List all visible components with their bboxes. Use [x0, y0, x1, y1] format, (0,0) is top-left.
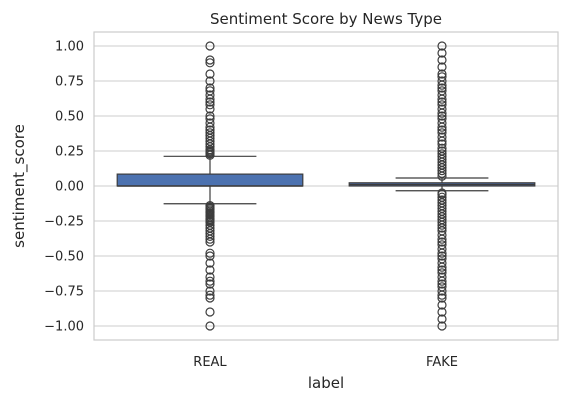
outlier-point-real — [205, 201, 215, 211]
outlier-point-real — [205, 100, 215, 110]
outlier-point-real — [205, 83, 215, 93]
outlier-point-real — [205, 97, 215, 107]
outlier-point-fake — [437, 143, 447, 153]
outlier-point-real — [205, 104, 215, 114]
x-tick-label-fake: FAKE — [426, 355, 458, 370]
outlier-point-real — [205, 290, 215, 300]
outlier-point-real — [205, 286, 215, 296]
outlier-point-fake — [437, 125, 447, 135]
outlier-point-fake — [437, 307, 447, 317]
plot-frame — [93, 31, 559, 341]
outlier-point-real — [205, 248, 215, 258]
outlier-point-fake — [437, 300, 447, 310]
outlier-point-real — [205, 41, 215, 51]
outlier-point-fake — [437, 146, 447, 156]
outlier-point-fake — [437, 293, 447, 303]
outlier-point-real — [205, 276, 215, 286]
outlier-point-real — [205, 58, 215, 68]
y-tick-label: −1.00 — [44, 320, 84, 335]
y-tick-label: 0.50 — [55, 110, 84, 125]
y-tick-label: 0.75 — [55, 75, 84, 90]
outlier-point-real — [205, 307, 215, 317]
outlier-point-fake — [437, 62, 447, 72]
outlier-point-fake — [437, 286, 447, 296]
outlier-point-fake — [437, 282, 447, 292]
outlier-point-real — [205, 265, 215, 275]
y-tick-label: −0.50 — [44, 250, 84, 265]
outlier-point-fake — [437, 192, 447, 202]
y-tick-label: −0.25 — [44, 215, 84, 230]
x-tick-labels: REAL FAKE — [193, 355, 458, 370]
outlier-point-fake — [437, 139, 447, 149]
outlier-point-real — [205, 55, 215, 65]
outlier-point-fake — [437, 86, 447, 96]
outlier-point-real — [205, 258, 215, 268]
outlier-point-fake — [437, 128, 447, 138]
boxes — [116, 155, 536, 205]
outlier-point-fake — [437, 118, 447, 128]
outlier-point-fake — [437, 114, 447, 124]
outlier-point-fake — [437, 100, 447, 110]
outlier-point-real — [205, 114, 215, 124]
x-axis-label: label — [308, 374, 344, 392]
outlier-point-fake — [437, 48, 447, 58]
outlier-point-real — [205, 293, 215, 303]
outlier-point-real — [205, 90, 215, 100]
y-tick-label: 0.25 — [55, 145, 84, 160]
outlier-point-real — [205, 128, 215, 138]
y-tick-label: 1.00 — [55, 40, 84, 55]
box-real — [116, 173, 304, 187]
outlier-point-fake — [437, 244, 447, 254]
outlier-point-fake — [437, 272, 447, 282]
y-tick-label: −0.75 — [44, 285, 84, 300]
outlier-point-real — [205, 86, 215, 96]
x-tick-label-real: REAL — [193, 355, 227, 370]
chart-title: Sentiment Score by News Type — [210, 10, 442, 28]
outlier-point-fake — [437, 149, 447, 159]
outlier-point-real — [205, 125, 215, 135]
outlier-point-real — [205, 321, 215, 331]
y-tick-labels: −1.00 −0.75 −0.50 −0.25 0.00 0.25 0.50 0.75 1.00 — [44, 40, 84, 335]
outlier-markers — [205, 41, 447, 331]
outlier-point-fake — [437, 321, 447, 331]
outlier-point-fake — [437, 254, 447, 264]
outlier-point-fake — [437, 90, 447, 100]
outlier-point-fake — [437, 258, 447, 268]
outlier-point-fake — [437, 41, 447, 51]
y-axis-label: sentiment_score — [10, 124, 29, 248]
outlier-point-fake — [437, 69, 447, 79]
outlier-point-fake — [437, 132, 447, 142]
outlier-point-real — [205, 118, 215, 128]
outlier-point-fake — [437, 188, 447, 198]
outlier-point-real — [205, 111, 215, 121]
outlier-point-real — [205, 272, 215, 282]
outlier-point-fake — [437, 240, 447, 250]
outlier-point-real — [205, 69, 215, 79]
outlier-point-real — [205, 251, 215, 261]
outlier-point-fake — [437, 97, 447, 107]
outlier-point-fake — [437, 279, 447, 289]
outlier-point-fake — [437, 268, 447, 278]
outlier-point-real — [205, 279, 215, 289]
outlier-point-fake — [437, 237, 447, 247]
outlier-point-fake — [437, 55, 447, 65]
outlier-point-fake — [437, 314, 447, 324]
outlier-point-fake — [437, 265, 447, 275]
outlier-point-fake — [437, 104, 447, 114]
y-tick-label: 0.00 — [55, 180, 84, 195]
outlier-point-fake — [437, 83, 447, 93]
outlier-point-fake — [437, 72, 447, 82]
outlier-point-fake — [437, 195, 447, 205]
outlier-point-real — [205, 76, 215, 86]
outlier-point-fake — [437, 230, 447, 240]
outlier-point-fake — [437, 76, 447, 86]
outlier-point-fake — [437, 251, 447, 261]
outlier-point-fake — [437, 111, 447, 121]
